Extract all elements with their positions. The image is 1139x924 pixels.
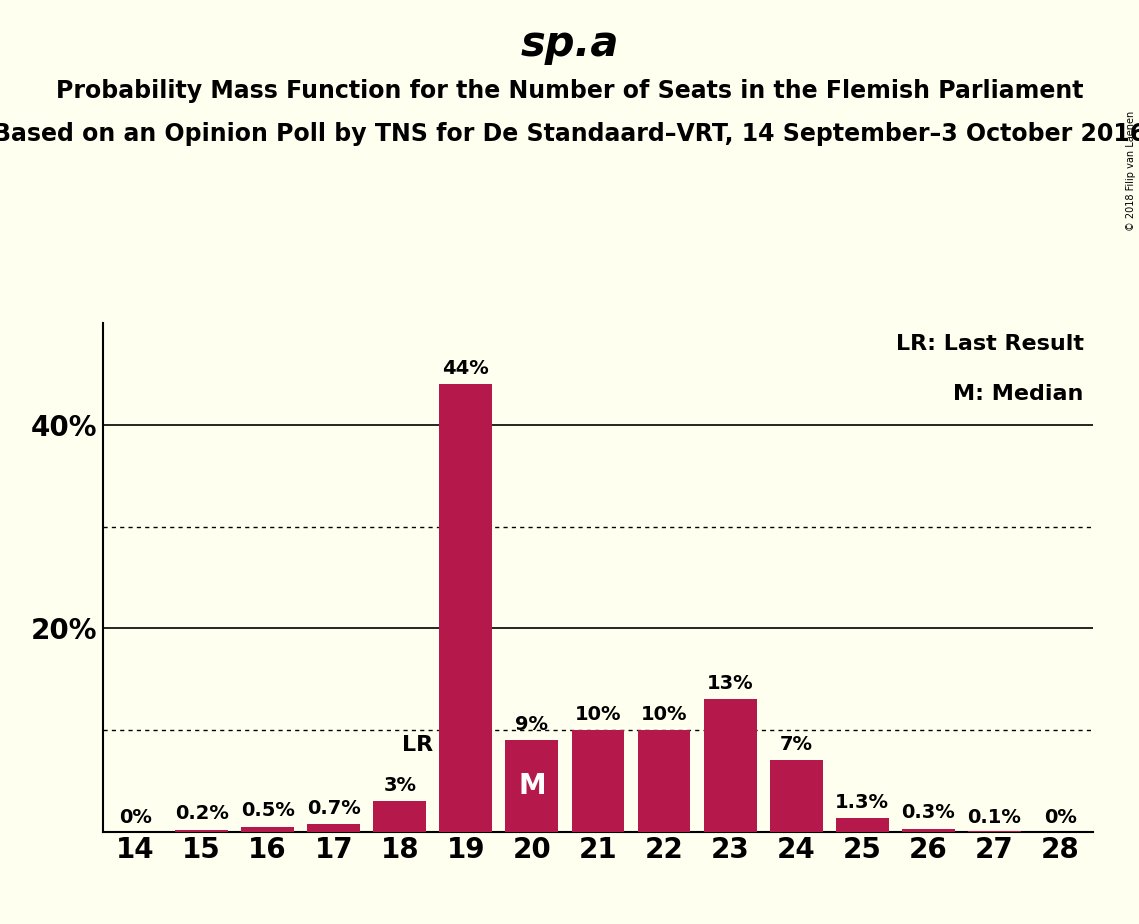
Text: 0.3%: 0.3% bbox=[901, 804, 956, 822]
Bar bbox=[241, 826, 294, 832]
Text: sp.a: sp.a bbox=[521, 23, 618, 65]
Text: 0%: 0% bbox=[1044, 808, 1076, 826]
Bar bbox=[902, 829, 954, 832]
Bar bbox=[440, 384, 492, 832]
Bar bbox=[374, 801, 426, 832]
Text: M: Median: M: Median bbox=[953, 384, 1083, 405]
Bar bbox=[638, 730, 690, 832]
Text: Based on an Opinion Poll by TNS for De Standaard–VRT, 14 September–3 October 201: Based on an Opinion Poll by TNS for De S… bbox=[0, 122, 1139, 146]
Bar bbox=[770, 760, 822, 832]
Bar bbox=[506, 740, 558, 832]
Text: 9%: 9% bbox=[516, 715, 548, 734]
Text: 0.2%: 0.2% bbox=[174, 805, 229, 823]
Text: 44%: 44% bbox=[442, 359, 490, 378]
Bar bbox=[968, 831, 1021, 832]
Text: M: M bbox=[518, 772, 546, 800]
Text: Probability Mass Function for the Number of Seats in the Flemish Parliament: Probability Mass Function for the Number… bbox=[56, 79, 1083, 103]
Text: 0.7%: 0.7% bbox=[306, 799, 361, 819]
Text: 10%: 10% bbox=[641, 705, 687, 723]
Text: 1.3%: 1.3% bbox=[835, 794, 890, 812]
Text: 7%: 7% bbox=[780, 736, 812, 754]
Text: 13%: 13% bbox=[707, 675, 753, 693]
Bar bbox=[572, 730, 624, 832]
Bar bbox=[175, 830, 228, 832]
Bar bbox=[704, 699, 756, 832]
Text: 0.5%: 0.5% bbox=[240, 801, 295, 821]
Text: LR: Last Result: LR: Last Result bbox=[895, 334, 1083, 354]
Bar bbox=[308, 824, 360, 832]
Text: 10%: 10% bbox=[575, 705, 621, 723]
Text: LR: LR bbox=[402, 736, 433, 755]
Text: 3%: 3% bbox=[384, 776, 416, 795]
Text: 0%: 0% bbox=[120, 808, 151, 826]
Text: © 2018 Filip van Laenen: © 2018 Filip van Laenen bbox=[1126, 111, 1136, 231]
Text: 0.1%: 0.1% bbox=[967, 808, 1022, 826]
Bar bbox=[836, 819, 888, 832]
